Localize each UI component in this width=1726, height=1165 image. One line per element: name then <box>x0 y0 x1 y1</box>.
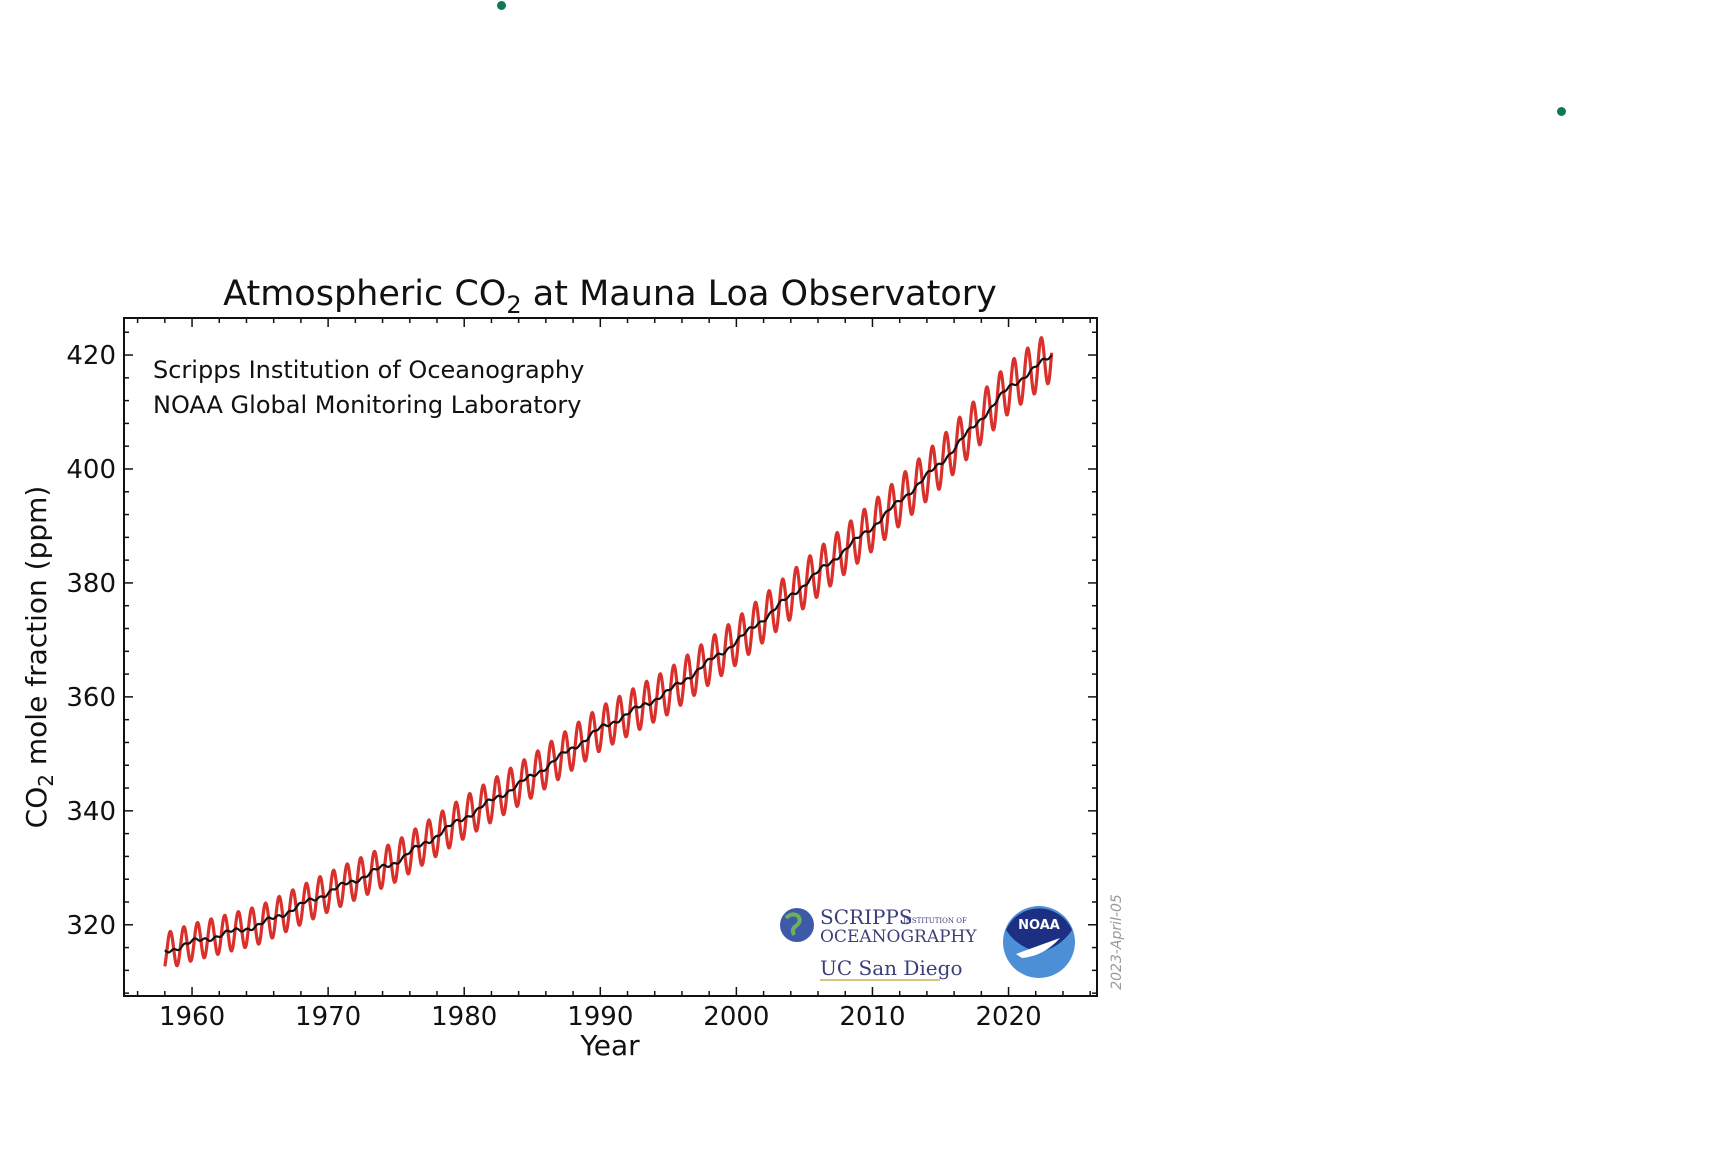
y-tick-label: 380 <box>66 569 116 599</box>
x-tick-label: 1990 <box>567 1002 633 1032</box>
credit-scripps: Scripps Institution of Oceanography <box>153 356 584 384</box>
marker-dot-top <box>497 1 506 10</box>
x-tick-label: 2000 <box>703 1002 769 1032</box>
noaa-logo: NOAA <box>1003 906 1075 978</box>
x-tick-label: 2020 <box>975 1002 1041 1032</box>
marker-dot-right <box>1557 107 1566 116</box>
credit-noaa: NOAA Global Monitoring Laboratory <box>153 391 581 419</box>
y-tick-label: 400 <box>66 455 116 485</box>
scripps-logo-line2: OCEANOGRAPHY <box>820 927 977 947</box>
scripps-logo-line1: SCRIPPS <box>820 905 913 929</box>
tick-labels: 1960 1970 1980 1990 2000 2010 2020 320 340 360 380… <box>66 341 1041 1032</box>
y-tick-label: 360 <box>66 683 116 713</box>
scripps-logo: SCRIPPS INSTITUTION OF OCEANOGRAPHY UC S… <box>780 905 977 981</box>
y-tick-label: 320 <box>66 911 116 941</box>
x-tick-label: 2010 <box>839 1002 905 1032</box>
scripps-logo-small: INSTITUTION OF <box>903 917 967 925</box>
series-line-monthly <box>163 336 1054 968</box>
series-line-trend <box>164 354 1053 954</box>
series-layer <box>163 336 1054 968</box>
x-axis-label: Year <box>579 1029 640 1062</box>
y-tick-label: 420 <box>66 341 116 371</box>
chart-title: Atmospheric CO2 at Mauna Loa Observatory <box>223 274 997 319</box>
x-tick-label: 1960 <box>159 1002 225 1032</box>
x-tick-label: 1970 <box>295 1002 361 1032</box>
y-tick-label: 340 <box>66 797 116 827</box>
y-axis-label: CO2 mole fraction (ppm) <box>20 486 58 829</box>
x-tick-label: 1980 <box>431 1002 497 1032</box>
ucsd-logo: UC San Diego <box>820 956 963 980</box>
plot-frame <box>123 317 1098 997</box>
noaa-logo-text: NOAA <box>1018 918 1060 933</box>
tick-marks <box>124 318 1097 996</box>
date-stamp: 2023-April-05 <box>1109 894 1125 990</box>
